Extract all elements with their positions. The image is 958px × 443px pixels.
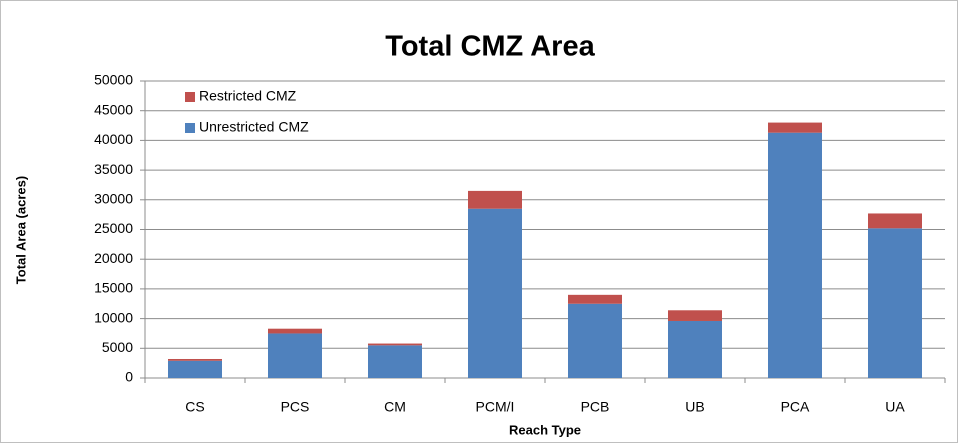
y-tick-label: 35000 <box>94 161 133 177</box>
legend-swatch <box>185 92 195 102</box>
x-tick-label: PCB <box>581 399 610 415</box>
y-tick-label: 5000 <box>102 339 133 355</box>
y-tick-label: 0 <box>125 369 133 385</box>
x-tick-label: PCS <box>281 399 310 415</box>
bar-segment <box>668 310 722 321</box>
bar-segment <box>568 303 622 378</box>
legend-label: Unrestricted CMZ <box>199 119 309 135</box>
x-tick-label: PCA <box>781 399 810 415</box>
x-tick-label: CM <box>384 399 406 415</box>
bar-segment <box>768 122 822 133</box>
legend-label: Restricted CMZ <box>199 88 297 104</box>
y-tick-label: 45000 <box>94 101 133 117</box>
bar-segment <box>868 228 922 378</box>
y-tick-label: 30000 <box>94 191 133 207</box>
y-tick-label: 40000 <box>94 131 133 147</box>
bar-segment <box>768 132 822 378</box>
x-axis-label: Reach Type <box>509 422 581 437</box>
x-tick-label: UB <box>685 399 704 415</box>
bar-segment <box>268 333 322 378</box>
y-tick-label: 15000 <box>94 280 133 296</box>
legend-swatch <box>185 123 195 133</box>
bar-segment <box>168 360 222 378</box>
y-tick-label: 10000 <box>94 309 133 325</box>
bar-segment <box>368 345 422 378</box>
bar-segment <box>368 343 422 346</box>
bar-segment <box>568 294 622 304</box>
y-tick-label: 50000 <box>94 72 133 88</box>
bar-segment <box>468 208 522 378</box>
y-tick-label: 25000 <box>94 220 133 236</box>
bar-segment <box>468 190 522 209</box>
bar-segment <box>668 320 722 378</box>
y-axis-label: Total Area (acres) <box>13 176 28 284</box>
bar-segment <box>268 328 322 334</box>
bar-segment <box>868 213 922 229</box>
y-tick-label: 20000 <box>94 250 133 266</box>
x-tick-label: CS <box>185 399 204 415</box>
chart-title: Total CMZ Area <box>385 31 595 63</box>
x-tick-label: PCM/I <box>476 399 515 415</box>
x-tick-label: UA <box>885 399 905 415</box>
bar-segment <box>168 358 222 361</box>
